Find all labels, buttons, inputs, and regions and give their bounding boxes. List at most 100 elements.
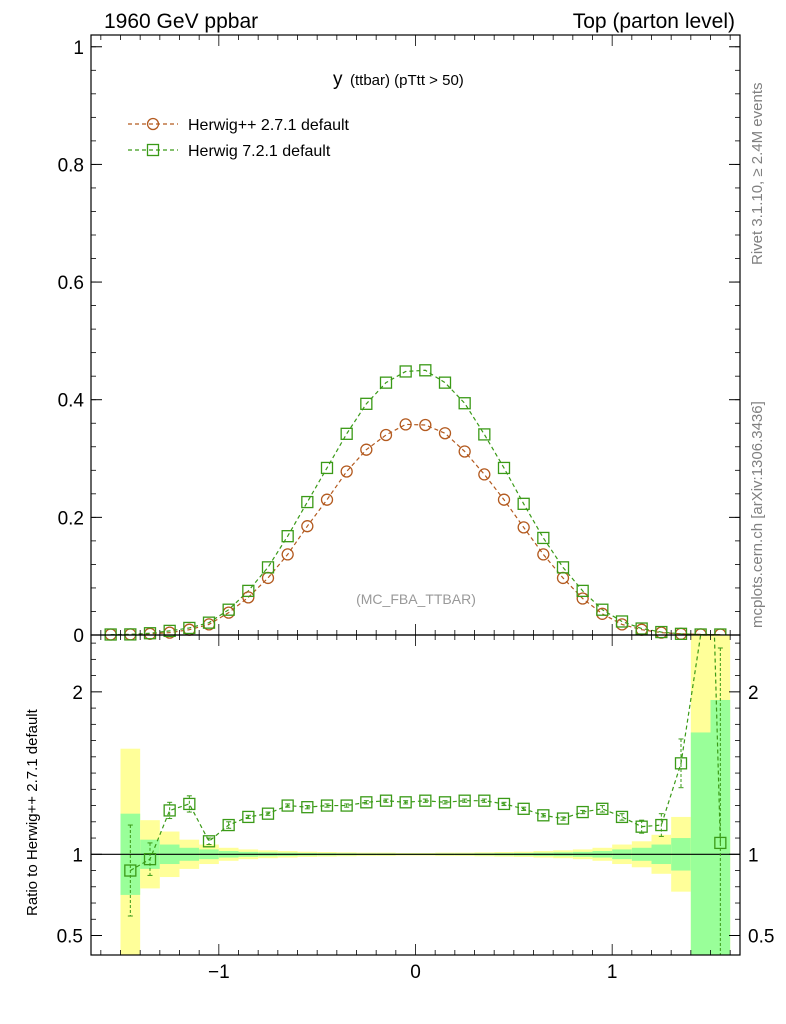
ratio-data-point	[596, 802, 609, 815]
header-right: Top (parton level)	[573, 10, 735, 33]
ratio-data-point	[301, 801, 314, 814]
ratio-data-point	[379, 794, 393, 807]
ratio-ytick-label-right: 0.5	[748, 927, 774, 948]
rivet-label: Rivet 3.1.10, ≥ 2.4M events	[749, 83, 766, 266]
data-point-herwig7	[438, 376, 452, 389]
ratio-data-point	[478, 794, 491, 807]
main-ytick-label: 0.2	[58, 508, 84, 529]
main-series-line-0	[110, 423, 721, 636]
source-label: mcplots.cern.ch [arXiv:1306.3436]	[749, 401, 766, 628]
ratio-data-point	[399, 796, 412, 809]
main-ytick-label: 0.6	[58, 273, 84, 294]
ratio-data-point	[163, 804, 176, 817]
ratio-data-point	[281, 799, 294, 812]
data-point-herwig7	[320, 461, 334, 475]
ratio-data-point	[320, 799, 334, 812]
data-point-herwigpp	[379, 428, 393, 442]
ratio-data-point	[655, 818, 668, 832]
data-point-herwig7	[183, 621, 196, 635]
ratio-xtick-label: 0	[410, 962, 421, 983]
data-point-herwigpp	[537, 548, 550, 561]
ratio-data-point	[576, 805, 589, 819]
ratio-ytick-label-right: 1	[748, 845, 759, 866]
data-point-herwig7	[242, 584, 255, 598]
data-point-herwig7	[655, 625, 668, 639]
main-ytick-label: 0.8	[58, 155, 84, 176]
ratio-data-point	[124, 864, 137, 877]
ratio-data-point	[360, 796, 373, 809]
data-point-herwig7	[615, 615, 629, 628]
ratio-data-point	[714, 836, 727, 850]
data-point-herwig7	[674, 627, 688, 640]
legend-marker-square	[146, 143, 160, 157]
data-point-herwigpp	[281, 548, 294, 561]
data-point-herwig7	[301, 495, 314, 509]
ratio-ytick-label-right: 2	[748, 683, 759, 704]
ratio-xtick-label: −1	[208, 962, 230, 983]
ratio-data-point	[438, 796, 452, 809]
legend-marker-circle	[146, 117, 160, 131]
ratio-ytick-label: 0.5	[57, 927, 83, 948]
data-point-herwig7	[222, 603, 235, 616]
data-point-herwig7	[340, 427, 353, 440]
ratio-data-point	[143, 853, 157, 866]
ratio-data-point	[242, 810, 255, 824]
ratio-ytick-label: 1	[72, 845, 83, 866]
data-point-herwig7	[281, 530, 294, 543]
main-title-y: y	[333, 69, 343, 90]
ratio-data-point	[340, 799, 353, 812]
legend: Herwig++ 2.7.1 default Herwig 7.2.1 defa…	[128, 117, 350, 160]
data-point-herwigpp	[576, 592, 589, 605]
ratio-xtick-label: 1	[607, 962, 618, 983]
data-point-herwig7	[163, 624, 176, 638]
watermark: (MC_FBA_TTBAR)	[356, 591, 476, 607]
ratio-panel: 0.5 0.5 1 1 2 2 −1 0 1 Ratio to Herwig++ 2.7.1 d…	[24, 634, 774, 983]
data-point-herwig7	[478, 428, 491, 441]
ratio-data-point	[674, 757, 688, 770]
data-point-herwig7	[419, 364, 432, 377]
data-point-herwig7	[143, 627, 157, 640]
legend-label-herwig7: Herwig 7.2.1 default	[188, 143, 331, 160]
data-point-herwig7	[202, 616, 216, 629]
data-point-herwig7	[537, 531, 550, 545]
ratio-data-point	[556, 812, 570, 825]
data-point-herwigpp	[340, 465, 353, 478]
main-ytick-label: 0.4	[58, 391, 85, 412]
data-point-herwigpp	[399, 418, 412, 431]
data-point-herwigpp	[360, 443, 373, 456]
header-left: 1960 GeV ppbar	[104, 10, 258, 33]
data-point-herwigpp	[458, 445, 471, 458]
ratio-data-point	[497, 797, 511, 811]
data-point-herwigpp	[301, 520, 314, 533]
data-point-herwigpp	[320, 493, 334, 506]
ratio-data-point	[458, 794, 471, 807]
ratio-data-point	[517, 802, 530, 815]
data-point-herwig7	[576, 584, 589, 598]
data-point-herwig7	[360, 397, 373, 410]
ratio-data-point	[222, 818, 235, 832]
main-panel: y (ttbar) (pTtt > 50) (MC_FBA_TTBAR) 0 0.…	[58, 34, 741, 647]
main-title-sub: (ttbar) (pTtt > 50)	[350, 72, 464, 89]
data-point-herwigpp	[517, 521, 530, 534]
data-point-herwig7	[399, 365, 412, 378]
ratio-data-point	[635, 820, 648, 833]
data-point-herwigpp	[419, 418, 432, 432]
data-point-herwig7	[379, 376, 393, 389]
data-point-herwig7	[458, 397, 471, 410]
data-point-herwig7	[635, 622, 648, 635]
data-point-herwigpp	[497, 493, 511, 506]
main-ytick-label: 0	[73, 626, 84, 647]
data-point-herwigpp	[242, 591, 255, 604]
data-point-herwigpp	[438, 427, 452, 440]
data-point-herwig7	[261, 561, 275, 574]
legend-label-herwigpp: Herwig++ 2.7.1 default	[188, 117, 350, 134]
data-point-herwig7	[517, 497, 530, 510]
data-point-herwig7	[497, 461, 511, 475]
ratio-ytick-label: 2	[72, 683, 83, 704]
ratio-data-point	[537, 809, 550, 822]
ratio-ylabel: Ratio to Herwig++ 2.7.1 default	[24, 708, 41, 916]
data-point-herwig7	[596, 603, 609, 616]
ratio-data-point	[615, 810, 629, 824]
ratio-data-point	[183, 797, 196, 811]
